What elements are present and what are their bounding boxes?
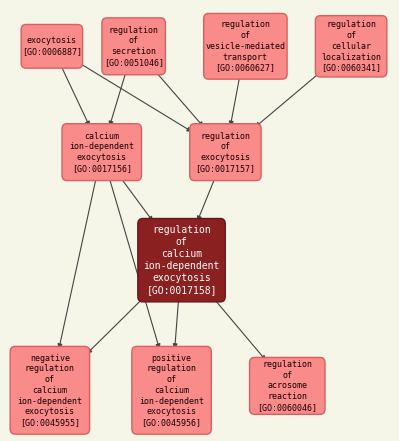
Text: exocytosis
[GO:0006887]: exocytosis [GO:0006887] [22, 37, 82, 56]
Text: regulation
of
secretion
[GO:0051046]: regulation of secretion [GO:0051046] [104, 26, 164, 67]
FancyBboxPatch shape [132, 347, 211, 434]
Text: regulation
of
acrosome
reaction
[GO:0060046]: regulation of acrosome reaction [GO:0060… [257, 360, 317, 412]
Text: calcium
ion-dependent
exocytosis
[GO:0017156]: calcium ion-dependent exocytosis [GO:001… [69, 131, 134, 173]
FancyBboxPatch shape [250, 357, 325, 415]
FancyBboxPatch shape [315, 15, 387, 77]
Text: positive
regulation
of
calcium
ion-dependent
exocytosis
[GO:0045956]: positive regulation of calcium ion-depen… [139, 354, 204, 427]
Text: regulation
of
cellular
localization
[GO:0060341]: regulation of cellular localization [GO:… [321, 20, 381, 72]
Text: regulation
of
calcium
ion-dependent
exocytosis
[GO:0017158]: regulation of calcium ion-dependent exoc… [143, 225, 220, 295]
FancyBboxPatch shape [10, 347, 89, 434]
Text: negative
regulation
of
calcium
ion-dependent
exocytosis
[GO:0045955]: negative regulation of calcium ion-depen… [18, 354, 82, 427]
Text: regulation
of
exocytosis
[GO:0017157]: regulation of exocytosis [GO:0017157] [196, 131, 255, 173]
FancyBboxPatch shape [190, 123, 261, 181]
Text: regulation
of
vesicle-mediated
transport
[GO:0060627]: regulation of vesicle-mediated transport… [205, 20, 285, 72]
FancyBboxPatch shape [203, 13, 287, 79]
FancyBboxPatch shape [138, 219, 225, 302]
FancyBboxPatch shape [102, 18, 165, 75]
FancyBboxPatch shape [21, 24, 83, 68]
FancyBboxPatch shape [62, 123, 141, 181]
